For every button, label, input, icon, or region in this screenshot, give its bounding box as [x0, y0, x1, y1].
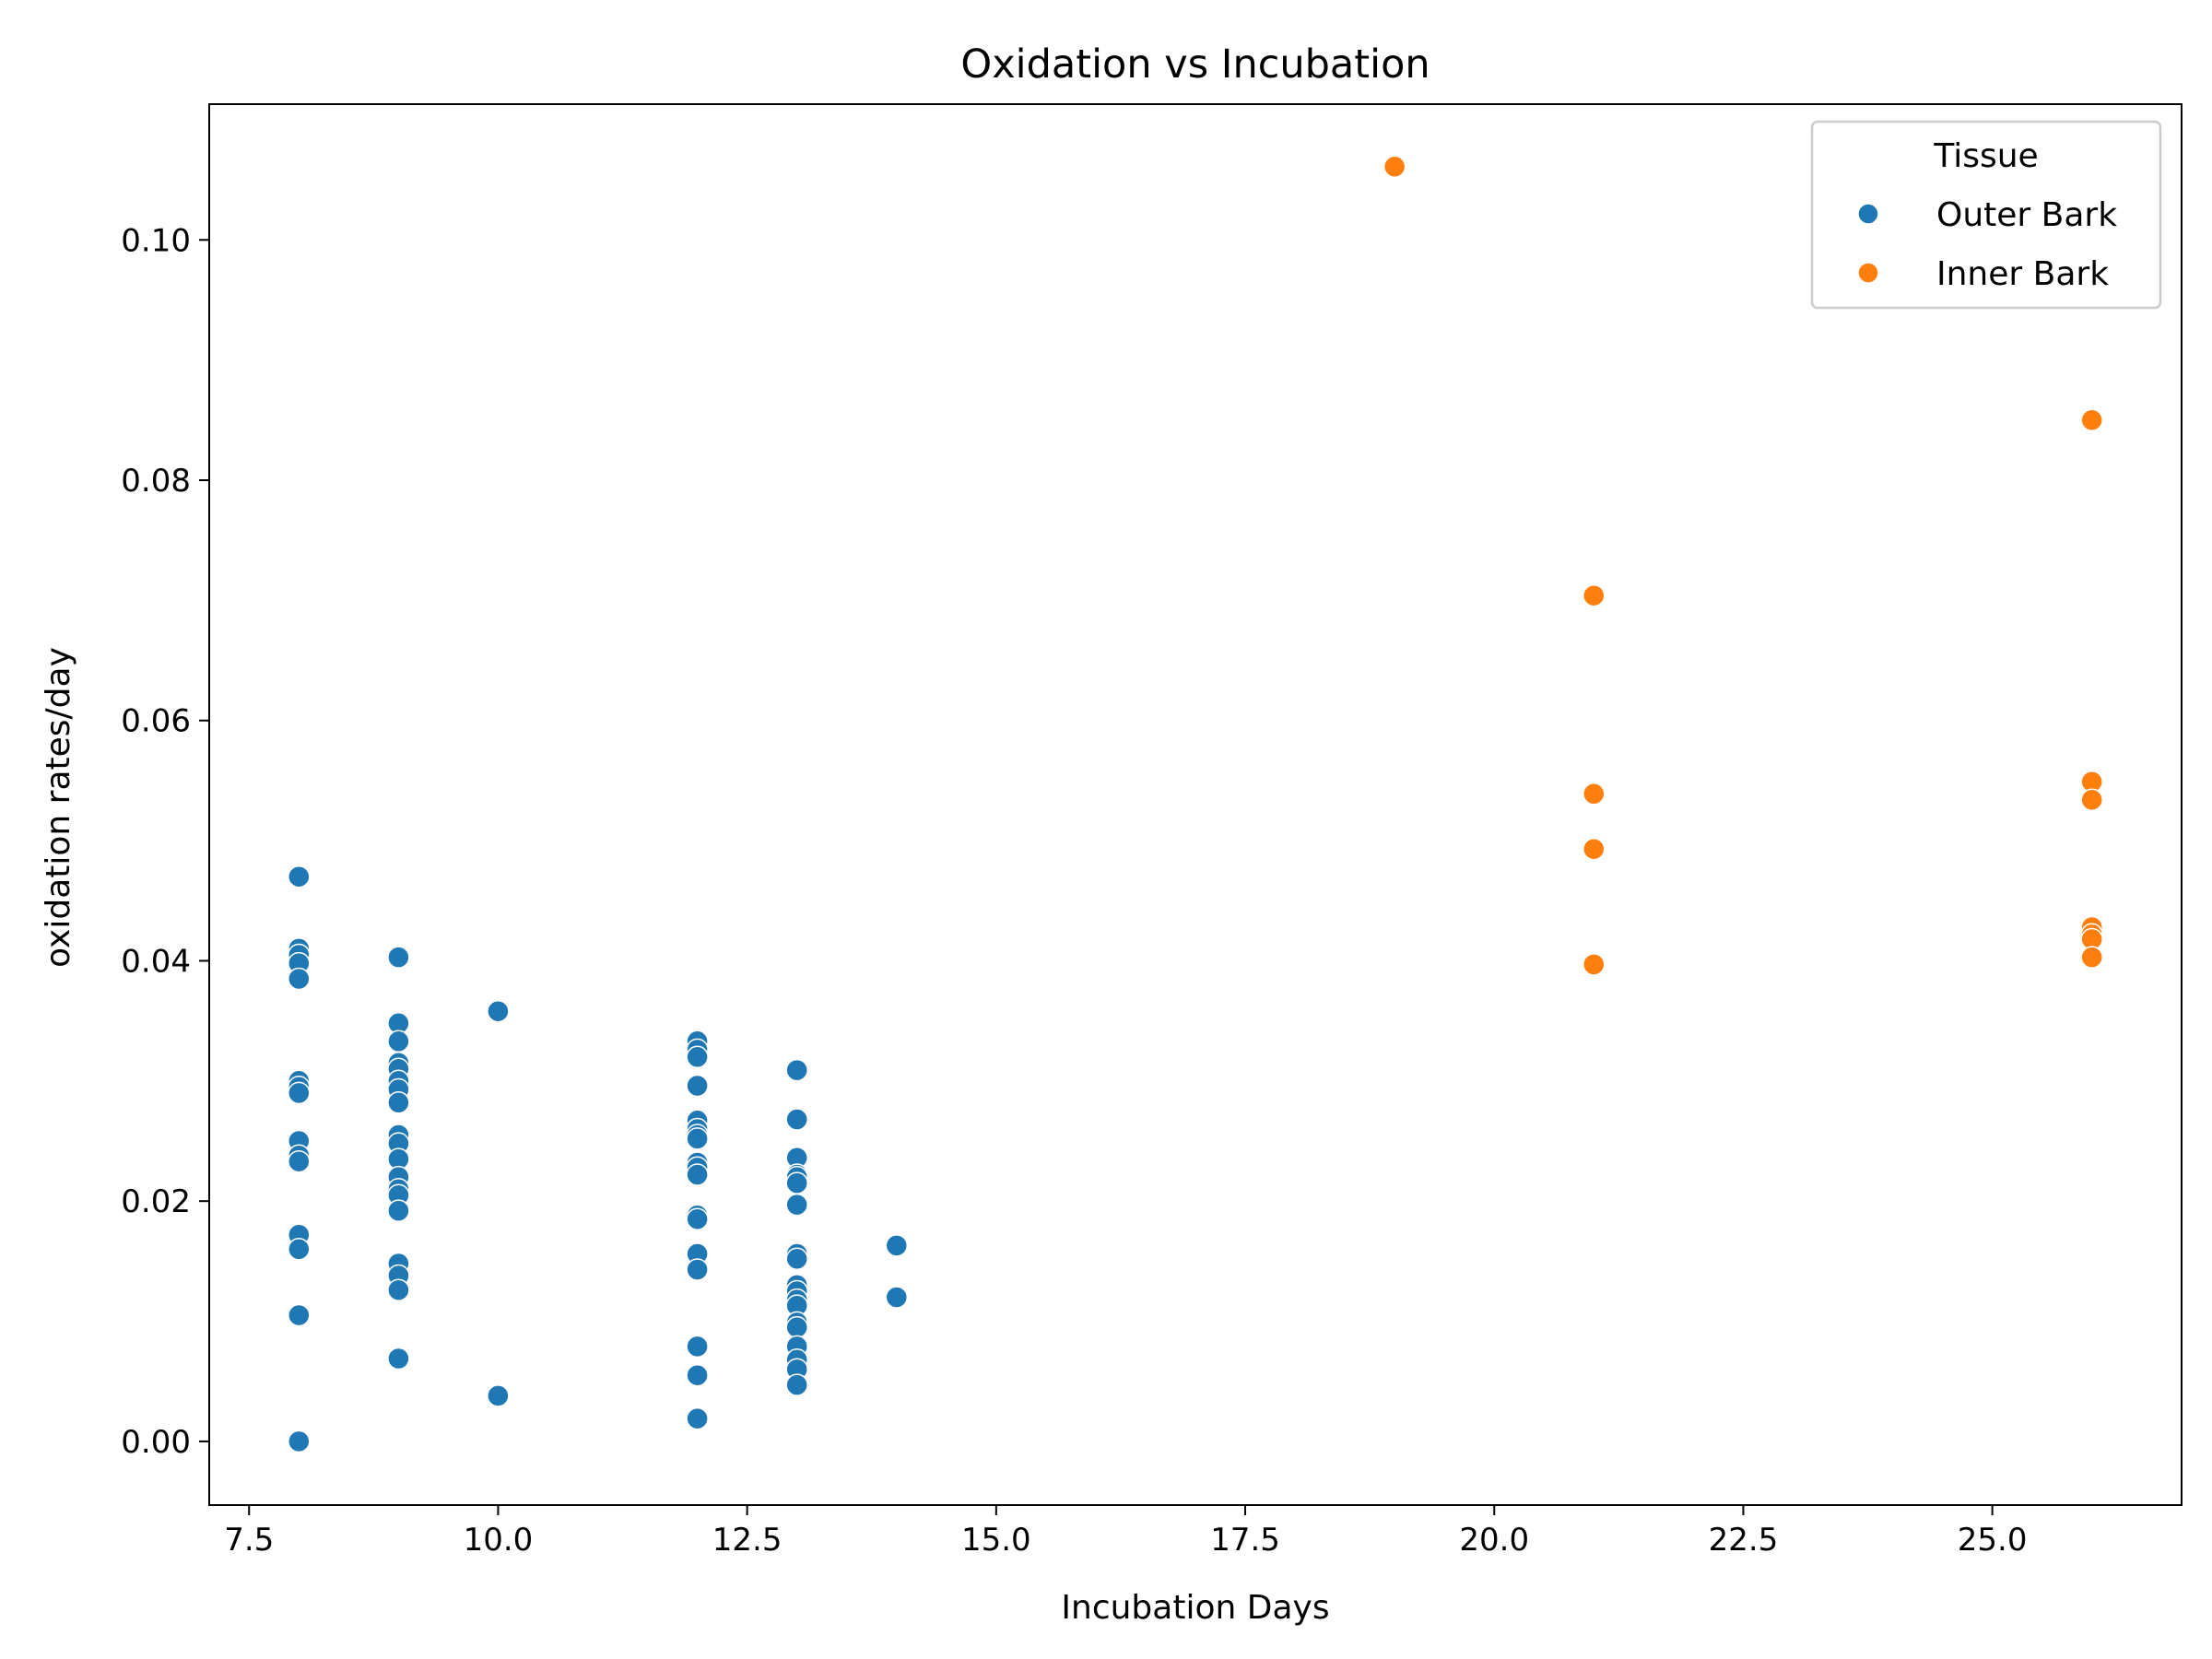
- y-axis-label: oxidation rates/day: [40, 647, 77, 968]
- point-outer-bark-14: [288, 1430, 311, 1453]
- point-outer-bark-39: [686, 1074, 709, 1098]
- point-inner-bark-4: [1583, 953, 1606, 976]
- point-outer-bark-15: [387, 946, 410, 969]
- legend-marker-outer-bark: [1857, 203, 1879, 225]
- point-inner-bark-2: [1583, 782, 1606, 806]
- point-outer-bark-54: [785, 1058, 808, 1082]
- point-outer-bark-38: [686, 1045, 709, 1069]
- point-outer-bark-72: [785, 1373, 808, 1396]
- point-outer-bark-13: [288, 1303, 311, 1327]
- point-outer-bark-17: [387, 1030, 410, 1053]
- point-outer-bark-73: [885, 1234, 909, 1257]
- legend: Tissue Outer Bark Inner Bark: [1810, 120, 2162, 310]
- y-tick-label: 0.10: [121, 222, 191, 259]
- point-inner-bark-3: [1583, 837, 1606, 861]
- chart-title: Oxidation vs Incubation: [960, 41, 1430, 88]
- point-inner-bark-11: [2080, 946, 2103, 969]
- point-outer-bark-12: [288, 1238, 311, 1261]
- point-outer-bark-7: [288, 1081, 311, 1105]
- x-axis-label: Incubation Days: [1061, 1589, 1329, 1627]
- x-tick-label: 17.5: [1210, 1522, 1280, 1559]
- point-outer-bark-46: [686, 1163, 709, 1186]
- point-outer-bark-4: [288, 967, 311, 991]
- axes-layer: 7.5 10.0 12.5 15.0 17.5 20.0 22.5 25.0 0.00 0.02 0…: [121, 103, 2183, 1559]
- point-outer-bark-10: [288, 1149, 311, 1173]
- points-layer: [288, 155, 2103, 1453]
- point-outer-bark-35: [487, 1384, 510, 1407]
- y-tick-label: 0.06: [121, 703, 191, 740]
- point-outer-bark-34: [487, 999, 510, 1023]
- point-outer-bark-51: [686, 1335, 709, 1359]
- point-outer-bark-0: [288, 865, 311, 888]
- y-tick-label: 0.02: [121, 1183, 191, 1220]
- legend-label-inner-bark: Inner Bark: [1936, 255, 2109, 293]
- point-outer-bark-32: [387, 1278, 410, 1301]
- point-outer-bark-43: [686, 1127, 709, 1150]
- point-outer-bark-50: [686, 1258, 709, 1281]
- point-outer-bark-53: [686, 1406, 709, 1430]
- point-outer-bark-55: [785, 1108, 808, 1131]
- x-tick-label: 7.5: [224, 1522, 274, 1559]
- point-outer-bark-33: [387, 1347, 410, 1371]
- point-inner-bark-0: [1382, 155, 1406, 179]
- x-tick-label: 20.0: [1459, 1522, 1529, 1559]
- point-outer-bark-68: [785, 1315, 808, 1339]
- point-outer-bark-59: [785, 1171, 808, 1194]
- y-tick-label: 0.04: [121, 943, 191, 980]
- x-tick-label: 12.5: [712, 1522, 782, 1559]
- legend-title: Tissue: [1933, 137, 2038, 175]
- legend-label-outer-bark: Outer Bark: [1936, 196, 2117, 234]
- point-outer-bark-52: [686, 1363, 709, 1387]
- x-tick-label: 25.0: [1958, 1522, 2028, 1559]
- x-tick-label: 10.0: [464, 1522, 534, 1559]
- point-inner-bark-5: [2080, 408, 2103, 432]
- legend-frame: [1810, 120, 2162, 310]
- point-inner-bark-1: [1583, 583, 1606, 607]
- legend-marker-inner-bark: [1857, 262, 1879, 284]
- point-outer-bark-62: [785, 1247, 808, 1271]
- plot-frame: [208, 103, 2183, 1506]
- point-outer-bark-29: [387, 1199, 410, 1222]
- x-tick-label: 15.0: [961, 1522, 1031, 1559]
- y-tick-label: 0.08: [121, 463, 191, 500]
- y-tick-label: 0.00: [121, 1424, 191, 1461]
- point-outer-bark-60: [785, 1193, 808, 1217]
- point-outer-bark-48: [686, 1207, 709, 1230]
- point-outer-bark-22: [387, 1091, 410, 1114]
- point-outer-bark-74: [885, 1286, 909, 1309]
- x-tick-label: 22.5: [1709, 1522, 1779, 1559]
- point-inner-bark-7: [2080, 788, 2103, 812]
